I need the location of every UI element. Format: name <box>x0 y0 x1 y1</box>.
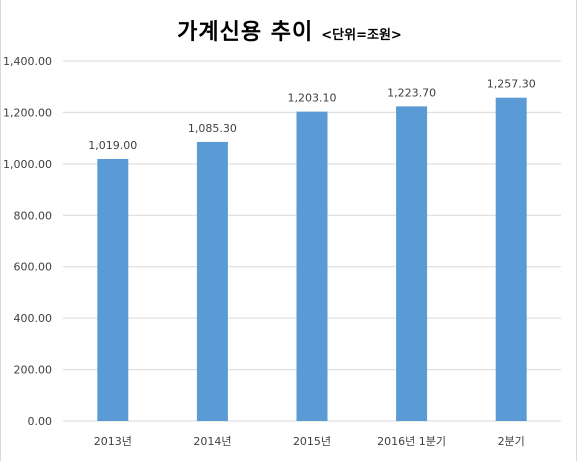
y-tick-label: 0.00 <box>28 415 53 428</box>
x-tick-label: 2015년 <box>293 435 331 448</box>
x-tick-label: 2016년 1분기 <box>377 435 446 448</box>
data-label: 1,085.30 <box>188 122 237 135</box>
labels: 0.00 200.00 400.00 600.00 800.00 1,000.00 1,20… <box>3 55 536 448</box>
x-tick-label: 2014년 <box>193 435 231 448</box>
y-tick-label: 800.00 <box>14 209 53 222</box>
y-tick-label: 200.00 <box>14 364 53 377</box>
chart-title: 가계신용 추이 <단위=조원> <box>1 14 577 46</box>
y-tick-label: 1,200.00 <box>3 106 52 119</box>
x-tick-label: 2분기 <box>498 435 525 448</box>
y-tick-label: 600.00 <box>14 261 53 274</box>
bar <box>495 97 527 422</box>
data-label: 1,019.00 <box>88 139 137 152</box>
bars <box>97 97 527 422</box>
bar <box>396 106 428 421</box>
data-label: 1,223.70 <box>387 86 436 99</box>
y-tick-label: 1,400.00 <box>3 55 52 68</box>
bar <box>296 111 328 421</box>
data-label: 1,203.10 <box>288 92 337 105</box>
bar <box>97 158 129 421</box>
x-tick-label: 2013년 <box>94 435 132 448</box>
data-label: 1,257.30 <box>487 78 536 91</box>
bar <box>196 141 228 421</box>
chart-title-text: 가계신용 추이 <box>177 20 314 45</box>
chart-subtitle: <단위=조원> <box>321 28 402 43</box>
y-tick-label: 1,000.00 <box>3 158 52 171</box>
y-tick-label: 400.00 <box>14 312 53 325</box>
